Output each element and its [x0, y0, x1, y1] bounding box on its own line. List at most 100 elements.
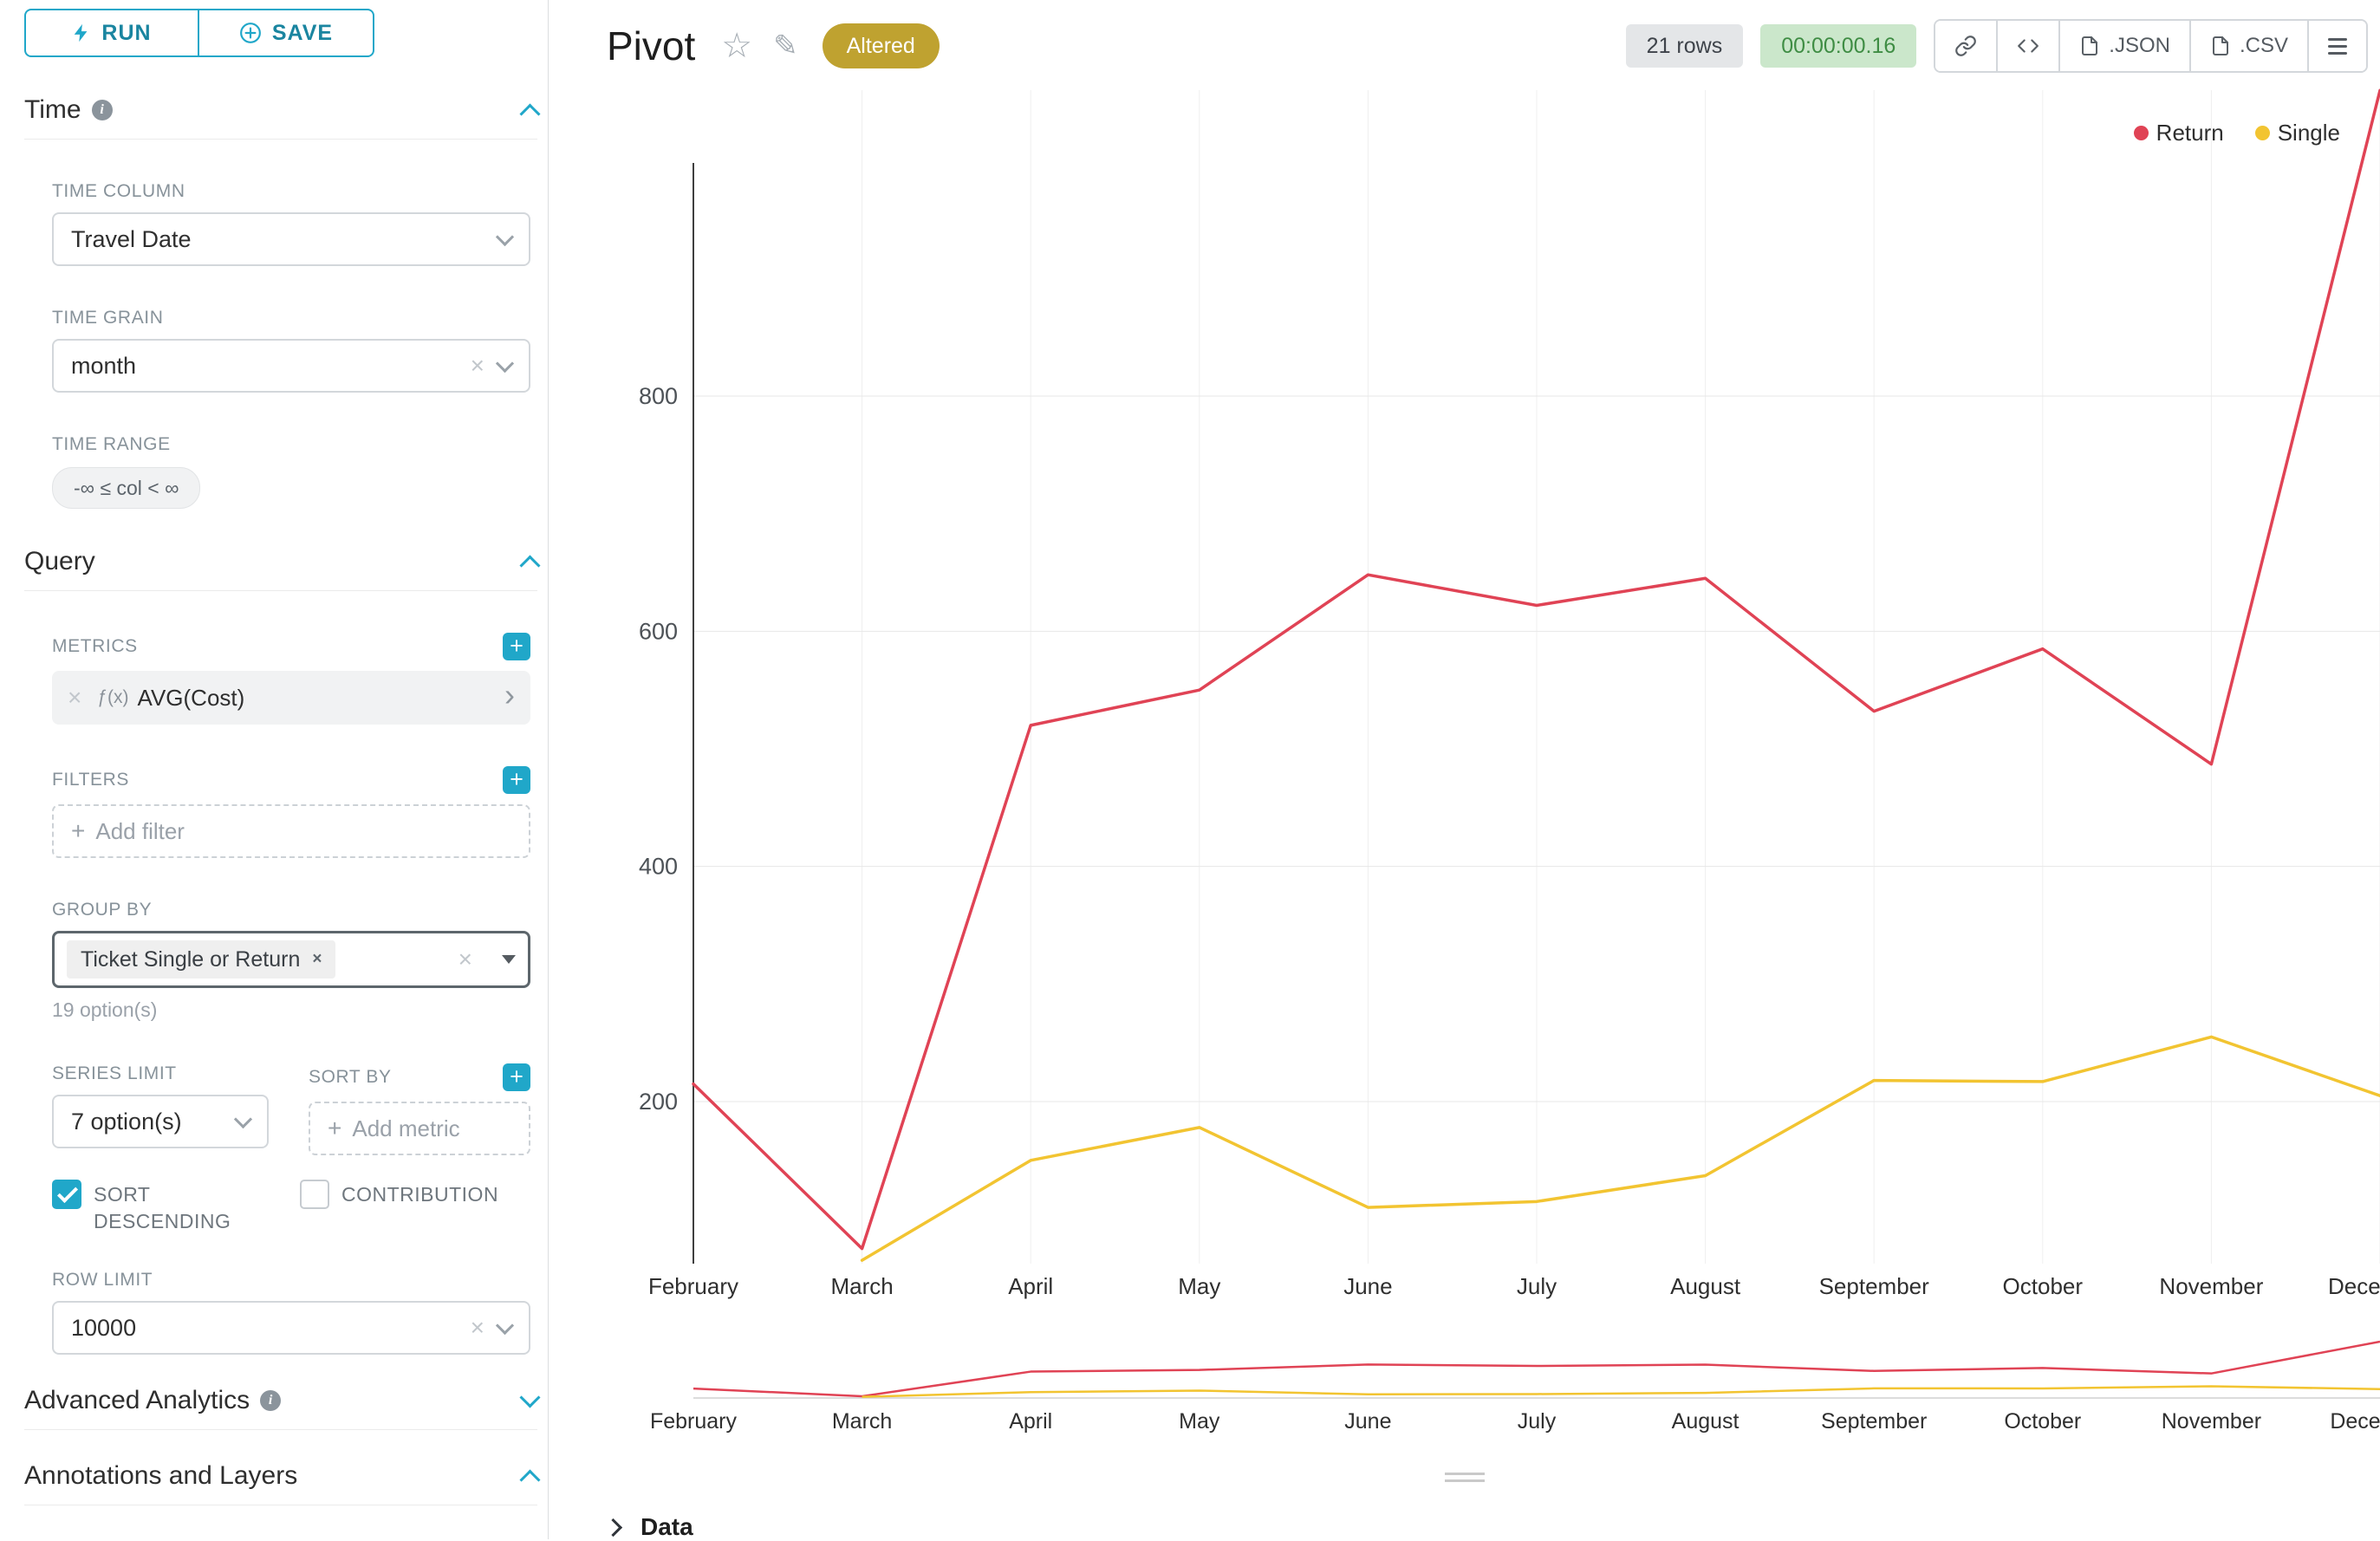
export-csv-button[interactable]: .CSV — [2188, 21, 2307, 71]
minimap-line-single — [862, 1385, 2380, 1398]
save-button[interactable]: SAVE — [198, 9, 374, 57]
time-grain-value: month — [71, 352, 137, 379]
info-icon: i — [91, 100, 113, 120]
page-title: Pivot — [607, 23, 696, 68]
data-section-label: Data — [641, 1513, 693, 1540]
favorite-star-icon[interactable]: ☆ — [721, 27, 753, 65]
svg-text:July: July — [1518, 1409, 1557, 1434]
sort-descending-checkbox[interactable]: SORT DESCENDING — [52, 1180, 239, 1235]
remove-metric-icon[interactable]: × — [68, 684, 82, 711]
file-icon — [2082, 36, 2098, 55]
add-sort-metric-dropzone[interactable]: + Add metric — [309, 1102, 530, 1155]
add-metric-button[interactable]: + — [503, 633, 530, 660]
data-section-expander[interactable]: Data — [603, 1513, 693, 1541]
group-by-select[interactable]: Ticket Single or Return × × — [52, 931, 530, 988]
embed-code-button[interactable] — [1996, 21, 2059, 71]
time-grain-label: TIME GRAIN — [52, 308, 164, 328]
advanced-analytics-header: Advanced Analytics i — [24, 1386, 541, 1431]
add-filter-plus-button[interactable]: + — [503, 766, 530, 794]
svg-text:August: August — [1672, 1409, 1739, 1434]
info-icon: i — [260, 1390, 282, 1412]
chevron-down-icon — [233, 1109, 253, 1129]
time-section-title: Time — [24, 95, 81, 124]
contribution-checkbox[interactable]: CONTRIBUTION — [300, 1180, 498, 1235]
time-grain-select[interactable]: month × — [52, 339, 530, 393]
chevron-down-icon — [495, 227, 515, 247]
svg-text:June: June — [1344, 1409, 1391, 1434]
svg-text:600: 600 — [639, 618, 678, 644]
collapse-chevron-icon[interactable] — [519, 1469, 541, 1491]
time-column-select[interactable]: Travel Date — [52, 212, 530, 266]
caret-down-icon[interactable] — [502, 955, 516, 964]
svg-text:October: October — [2003, 1273, 2084, 1299]
query-section-header: Query — [24, 547, 541, 591]
run-button[interactable]: RUN — [24, 9, 199, 57]
clear-icon[interactable]: × — [470, 352, 484, 379]
row-count-badge: 21 rows — [1625, 24, 1744, 68]
svg-text:October: October — [2004, 1409, 2081, 1434]
remove-tag-icon[interactable]: × — [312, 950, 322, 968]
svg-text:March: March — [832, 1409, 892, 1434]
query-duration-badge: 00:00:00.16 — [1760, 24, 1917, 68]
svg-text:200: 200 — [639, 1089, 678, 1115]
export-csv-label: .CSV — [2239, 34, 2288, 57]
svg-text:November: November — [2162, 1409, 2261, 1434]
line-chart-svg: 200 400 600 800 February March April May June Jul… — [639, 88, 2380, 1434]
clear-icon[interactable]: × — [470, 1314, 484, 1342]
time-column-label: TIME COLUMN — [52, 181, 185, 201]
svg-text:March: March — [830, 1273, 893, 1299]
group-by-tag: Ticket Single or Return × — [67, 940, 336, 979]
svg-text:February: February — [650, 1409, 738, 1434]
legend-dot-icon — [2254, 126, 2270, 140]
svg-text:400: 400 — [639, 854, 678, 880]
chart-panel: Pivot ☆ ✎ Altered 21 rows 00:00:00.16 .J… — [549, 0, 2380, 1541]
checkbox-unchecked-icon[interactable] — [300, 1180, 329, 1209]
collapse-chevron-icon[interactable] — [519, 102, 541, 125]
clear-icon[interactable]: × — [458, 946, 472, 972]
row-limit-select[interactable]: 10000 × — [52, 1301, 530, 1356]
svg-text:September: September — [1819, 1273, 1930, 1299]
svg-text:November: November — [2159, 1273, 2263, 1299]
export-toolbar: .JSON .CSV — [1934, 19, 2368, 73]
export-json-button[interactable]: .JSON — [2058, 21, 2189, 71]
panel-resize-handle[interactable] — [1445, 1468, 1485, 1486]
time-range-pill[interactable]: -∞ ≤ col < ∞ — [52, 467, 201, 509]
add-filter-button[interactable]: + Add filter — [52, 804, 530, 858]
expand-chevron-icon[interactable] — [519, 1387, 541, 1408]
svg-text:April: April — [1008, 1273, 1053, 1299]
group-by-label: GROUP BY — [52, 900, 153, 920]
altered-badge: Altered — [822, 23, 940, 68]
legend-item-single[interactable]: Single — [2254, 120, 2340, 146]
export-json-label: .JSON — [2109, 34, 2170, 57]
plus-circle-icon — [239, 23, 261, 43]
svg-text:September: September — [1821, 1409, 1927, 1434]
series-limit-select[interactable]: 7 option(s) — [52, 1095, 269, 1148]
filters-label: FILTERS — [52, 770, 129, 790]
time-column-value: Travel Date — [71, 225, 192, 252]
chart-canvas[interactable] — [693, 90, 2380, 1264]
chevron-down-icon — [495, 354, 515, 374]
group-by-options-hint: 19 option(s) — [52, 998, 158, 1021]
row-limit-label: ROW LIMIT — [52, 1270, 153, 1291]
collapse-chevron-icon[interactable] — [519, 554, 541, 576]
checkbox-checked-icon[interactable] — [52, 1180, 81, 1209]
series-limit-label: SERIES LIMIT — [52, 1063, 177, 1083]
file-icon — [2212, 36, 2228, 55]
edit-icon[interactable]: ✎ — [773, 29, 798, 62]
share-link-button[interactable] — [1935, 21, 1997, 71]
group-by-tag-label: Ticket Single or Return — [81, 946, 301, 972]
legend-item-return[interactable]: Return — [2133, 120, 2224, 146]
menu-button[interactable] — [2307, 21, 2366, 71]
svg-text:June: June — [1343, 1273, 1392, 1299]
advanced-analytics-title: Advanced Analytics — [24, 1386, 250, 1415]
time-brush-minimap[interactable] — [693, 1339, 2380, 1400]
metric-name: AVG(Cost) — [137, 684, 245, 711]
control-panel: RUN SAVE Time i TIME COLUMN Travel Date … — [0, 0, 549, 1539]
add-sort-metric-button[interactable]: + — [503, 1063, 530, 1091]
add-metric-label: Add metric — [352, 1115, 460, 1141]
svg-text:May: May — [1179, 1409, 1220, 1434]
add-filter-label: Add filter — [95, 817, 185, 844]
metric-pill[interactable]: × ƒ(x) AVG(Cost) › — [52, 671, 530, 725]
plus-icon: + — [328, 1115, 342, 1141]
legend-label: Return — [2156, 120, 2224, 146]
